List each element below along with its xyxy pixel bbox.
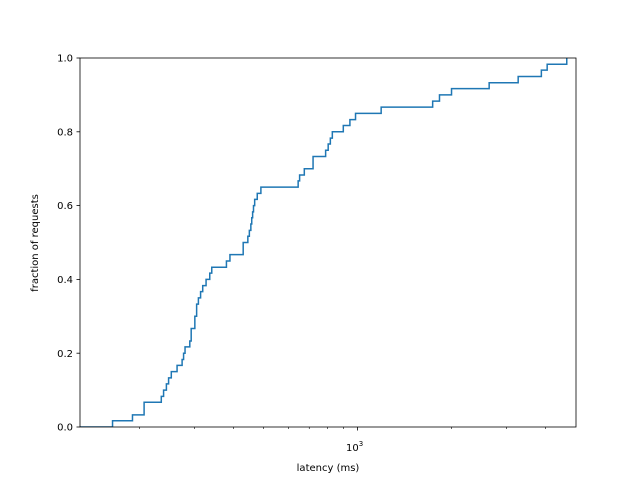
x-axis-label: latency (ms) (297, 463, 360, 474)
x-tick-label-base: 10 (346, 443, 359, 454)
y-tick-label: 0.8 (57, 127, 73, 138)
y-tick-label: 0.0 (57, 423, 73, 434)
axes-frame (79, 57, 577, 428)
x-tick-label: 103 (346, 440, 363, 454)
x-tick-label-exponent: 3 (359, 440, 363, 448)
y-tick-label: 0.6 (57, 201, 73, 212)
series-line-0 (80, 58, 568, 427)
y-tick-label: 0.2 (57, 349, 73, 360)
plot-layer (80, 58, 568, 427)
y-tick-label: 0.4 (57, 275, 73, 286)
y-axis-label: fraction of requests (30, 194, 41, 292)
y-tick-label: 1.0 (57, 54, 73, 65)
axes-layer: 0.0 0.2 0.4 0.6 0.8 1.0 103 (57, 54, 577, 454)
